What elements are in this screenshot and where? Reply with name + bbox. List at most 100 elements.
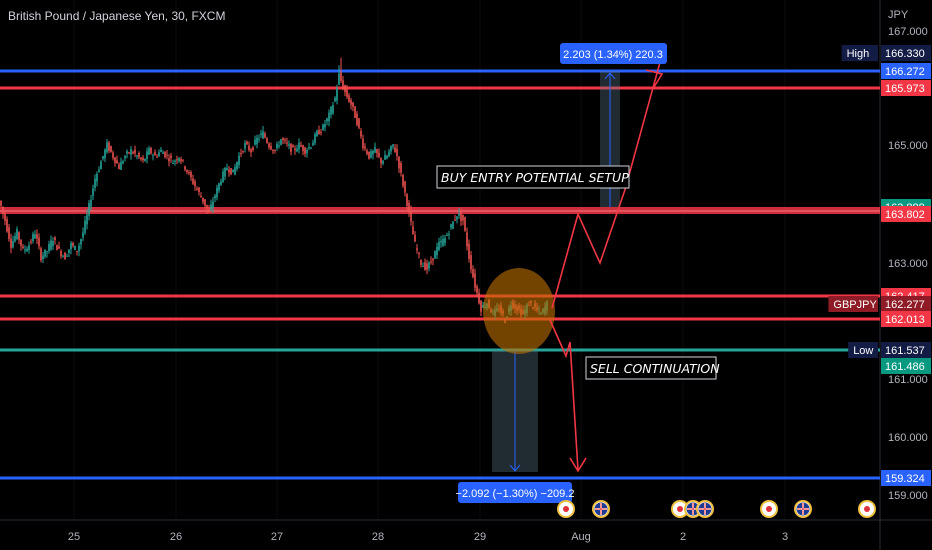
candle <box>84 216 86 236</box>
candle <box>438 237 440 252</box>
candle <box>448 230 450 240</box>
candle-body <box>374 147 376 153</box>
annotations: BUY ENTRY POTENTIAL SETUP SELL CONTINUATI… <box>436 43 720 503</box>
candle <box>100 159 102 170</box>
candle <box>0 200 2 208</box>
candle <box>338 65 340 86</box>
projection-arrows <box>549 62 664 473</box>
supply-demand-zone <box>0 207 880 214</box>
price-axis[interactable]: JPY 167.000 165.000 163.000 161.000 160.000 15… <box>828 9 931 502</box>
candle <box>90 194 92 211</box>
candle <box>114 156 116 167</box>
candle-body <box>182 159 184 161</box>
candle <box>370 148 372 159</box>
candle <box>418 251 420 259</box>
candle <box>234 163 236 176</box>
candle <box>82 227 84 242</box>
candle-body <box>8 227 10 240</box>
candle-body <box>10 238 12 248</box>
candle-body <box>164 151 166 157</box>
candle <box>80 238 82 250</box>
price-tag: 163.802 <box>881 206 931 222</box>
candle-body <box>268 143 270 148</box>
candle <box>176 155 178 164</box>
candle-body <box>156 156 158 158</box>
candle-body <box>38 237 40 247</box>
event-dot-icon[interactable] <box>557 500 575 518</box>
candle <box>232 169 234 173</box>
price-tag: 166.272 <box>881 63 931 79</box>
time-axis[interactable]: 25 26 27 28 29 Aug 2 3 <box>68 531 788 543</box>
candle <box>328 109 330 127</box>
y-tick-label: 167.000 <box>888 26 928 38</box>
candle-body <box>368 151 370 159</box>
candle <box>306 147 308 158</box>
consolidation-circle <box>483 268 555 354</box>
candle <box>454 214 456 221</box>
candle-body <box>458 213 460 216</box>
candle <box>422 262 424 267</box>
uk-flag-icon[interactable] <box>794 500 812 518</box>
candle <box>78 242 80 257</box>
candle <box>416 244 418 254</box>
candle <box>52 237 54 250</box>
candle-body <box>412 226 414 235</box>
candle-body <box>96 173 98 182</box>
candle <box>112 150 114 161</box>
candle-body <box>456 216 458 220</box>
candle-body <box>68 249 70 253</box>
candle <box>76 250 78 256</box>
candle <box>146 147 148 164</box>
candle-body <box>426 263 428 270</box>
candle <box>458 207 460 219</box>
x-tick-label: 29 <box>474 531 486 543</box>
candle-body <box>88 203 90 216</box>
candle-body <box>320 131 322 133</box>
candle <box>314 132 316 146</box>
candle <box>264 131 266 139</box>
candle <box>68 249 70 258</box>
candle-body <box>98 169 100 172</box>
candle-body <box>70 242 72 250</box>
event-dot-icon[interactable] <box>671 500 689 518</box>
candle <box>218 182 220 193</box>
candle <box>42 251 44 264</box>
candle <box>390 145 392 155</box>
candle-body <box>80 239 82 245</box>
measure-down-tag <box>458 482 572 503</box>
candle-body <box>286 142 288 144</box>
candle-body <box>278 145 280 147</box>
candle <box>414 231 416 242</box>
uk-flag-icon[interactable] <box>592 500 610 518</box>
candle-body <box>172 162 174 164</box>
uk-flag-icon[interactable] <box>696 500 714 518</box>
candle <box>280 138 282 146</box>
candle <box>56 244 58 251</box>
candle-body <box>402 175 404 186</box>
candle <box>334 96 336 103</box>
event-dot-icon[interactable] <box>760 500 778 518</box>
candle <box>424 258 426 271</box>
candle <box>216 184 218 201</box>
candle-body <box>186 169 188 173</box>
candle-body <box>42 255 44 259</box>
candle <box>236 161 238 172</box>
candle-body <box>196 188 198 190</box>
candle <box>322 123 324 131</box>
candle <box>62 254 64 258</box>
event-dot-icon[interactable] <box>858 500 876 518</box>
candle <box>380 157 382 168</box>
candle-body <box>386 155 388 159</box>
candle <box>392 144 394 150</box>
candle <box>190 170 192 182</box>
candle-body <box>86 214 88 225</box>
measure-up-tag <box>560 43 667 64</box>
candle <box>348 92 350 103</box>
candle <box>400 161 402 177</box>
x-tick-label: 2 <box>680 531 686 543</box>
price-tag: 165.973 <box>881 80 931 96</box>
candle <box>44 249 46 259</box>
candle <box>382 159 384 166</box>
chart-title: British Pound / Japanese Yen, 30, FXCM <box>8 9 226 23</box>
